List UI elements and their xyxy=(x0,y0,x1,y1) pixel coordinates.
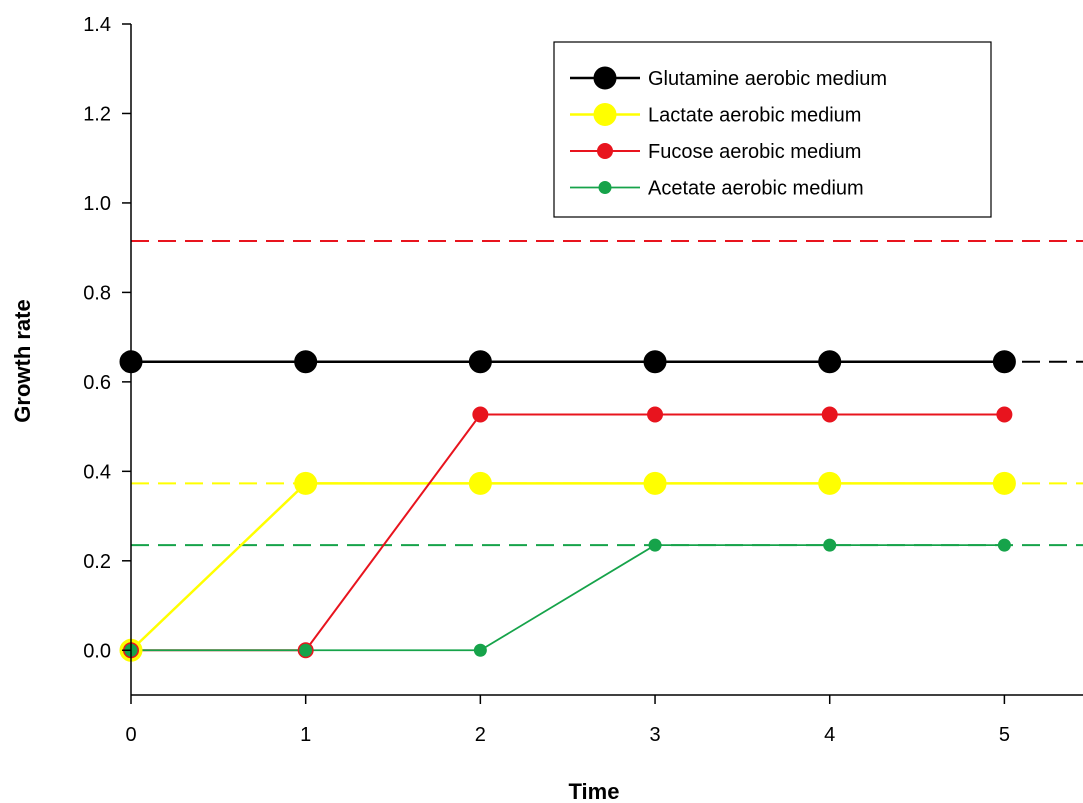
x-tick-label-1: 1 xyxy=(300,724,311,746)
y-tick-label-4: 0.8 xyxy=(83,282,111,304)
y-tick-label-6: 1.2 xyxy=(83,103,111,125)
legend-label-3: Acetate aerobic medium xyxy=(648,178,864,200)
x-tick-label-2: 2 xyxy=(475,724,486,746)
series-line-1 xyxy=(130,482,1005,652)
legend-marker-1 xyxy=(593,103,617,126)
series-3-point-3 xyxy=(648,538,662,552)
series-3-point-2 xyxy=(473,643,487,657)
y-tick-label-0: 0.0 xyxy=(83,640,111,662)
y-tick-label-3: 0.6 xyxy=(83,372,111,394)
y-tick-label-2: 0.4 xyxy=(83,461,111,483)
series-2-point-3 xyxy=(647,406,664,423)
x-tick-label-0: 0 xyxy=(125,724,136,746)
legend-label-1: Lactate aerobic medium xyxy=(648,105,861,127)
series-3-point-4 xyxy=(823,538,837,552)
x-tick-label-4: 4 xyxy=(824,724,835,746)
y-axis-title: Growth rate xyxy=(10,299,35,422)
series-0-point-1 xyxy=(294,350,318,374)
series-1-point-3 xyxy=(643,471,667,495)
series-1-point-4 xyxy=(818,471,842,495)
series-line-3 xyxy=(131,544,1005,652)
legend-marker-3 xyxy=(598,181,612,194)
series-markers xyxy=(119,350,1016,662)
axes xyxy=(122,23,1083,704)
series-1-point-1 xyxy=(294,471,318,495)
y-tick-label-1: 0.2 xyxy=(83,551,111,573)
series-0-point-3 xyxy=(643,350,667,374)
series-0-point-5 xyxy=(992,350,1016,374)
series-2-point-4 xyxy=(821,406,838,423)
series-1-point-2 xyxy=(468,471,492,495)
legend-label-0: Glutamine aerobic medium xyxy=(648,68,887,90)
y-tick-label-5: 1.0 xyxy=(83,193,111,215)
series-3-point-1 xyxy=(299,643,313,657)
x-axis-title: Time xyxy=(569,779,620,803)
legend: Glutamine aerobic medium Lactate aerobic … xyxy=(553,41,992,218)
series-2-point-5 xyxy=(996,406,1013,423)
tick-labels: 0.0 0.2 0.4 0.6 0.8 1.0 1.2 1.4 0 1 2 3 4 5 xyxy=(83,14,1010,746)
x-tick-label-5: 5 xyxy=(999,724,1010,746)
series-line-2 xyxy=(131,413,1005,652)
series-1-point-5 xyxy=(992,471,1016,495)
legend-marker-2 xyxy=(597,143,613,159)
series-2-point-2 xyxy=(472,406,489,423)
x-tick-label-3: 3 xyxy=(649,724,660,746)
reference-lines xyxy=(131,239,1083,547)
series-lines xyxy=(130,360,1005,652)
series-3-point-5 xyxy=(997,538,1011,552)
y-tick-label-7: 1.4 xyxy=(83,14,111,36)
legend-marker-0 xyxy=(593,66,617,90)
series-0-point-4 xyxy=(818,350,842,374)
series-0-point-2 xyxy=(468,350,492,374)
legend-label-2: Fucose aerobic medium xyxy=(648,141,861,163)
